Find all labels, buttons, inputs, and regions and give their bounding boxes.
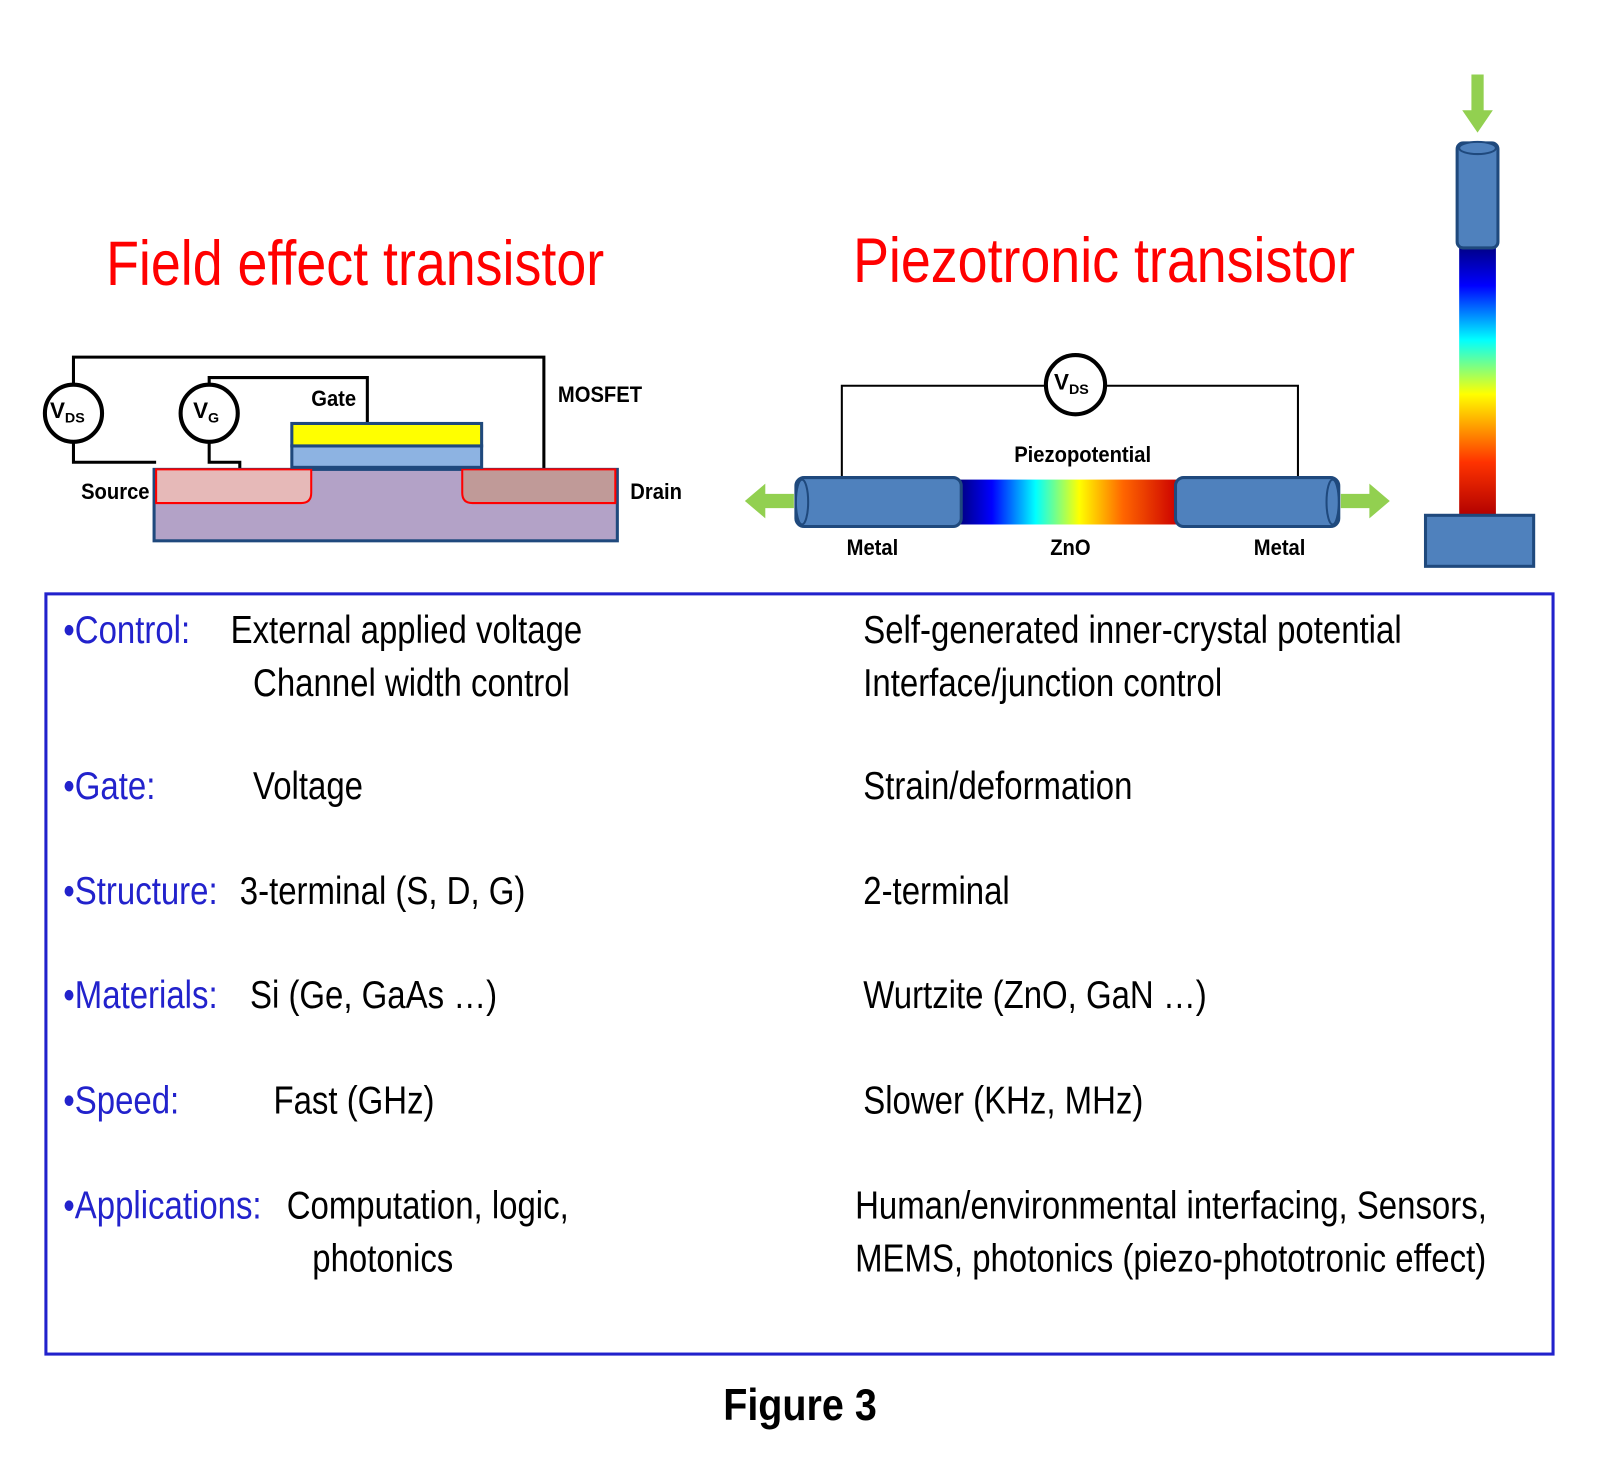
vg-sub: G [208, 410, 219, 426]
fet-text: Computation, logic, [287, 1183, 569, 1227]
drain-region [461, 468, 617, 505]
piezo-text: Human/environmental interfacing, Sensors… [855, 1183, 1487, 1227]
piezo-vds-label: VDS [1054, 370, 1089, 398]
zno-wire [959, 479, 1178, 525]
metal-left-label: Metal [847, 535, 899, 560]
piezo-text: Slower (KHz, MHz) [863, 1078, 1143, 1122]
vg-meter [178, 382, 240, 444]
zno-label: ZnO [1050, 535, 1090, 560]
fet-title: Field effect transistor [106, 229, 604, 299]
oxide [290, 444, 484, 469]
drain-label: Drain [630, 479, 682, 504]
fet-text: Channel width control [253, 660, 570, 704]
fet-text: Voltage [253, 763, 363, 807]
vertical-cap [1455, 141, 1500, 250]
source-label: Source [81, 479, 150, 504]
piezo-title: Piezotronic transistor [853, 226, 1355, 296]
gate-metal [290, 421, 484, 448]
row-label: •Gate: [63, 763, 155, 807]
fet-text: Fast (GHz) [273, 1078, 434, 1122]
piezo-text: Wurtzite (ZnO, GaN …) [863, 973, 1207, 1017]
metal-right [1173, 476, 1341, 529]
piezo-vds-meter [1043, 353, 1108, 417]
content: Field effect transistor Piezotronic tran… [42, 74, 1555, 1430]
piezo-vds-main: V [1054, 370, 1069, 395]
fet-text: External applied voltage [231, 607, 583, 651]
vds-sub: DS [65, 410, 85, 426]
piezo-text: Self-generated inner-crystal potential [863, 607, 1401, 651]
base [1423, 513, 1536, 568]
comparison-table: •Control: External applied voltage Channel… [63, 607, 1487, 1280]
fet-text: Si (Ge, GaAs …) [250, 973, 497, 1017]
fet-text: photonics [312, 1236, 453, 1280]
mosfet-label: MOSFET [558, 382, 642, 407]
row-label: •Materials: [63, 973, 217, 1017]
piezo-text: Interface/junction control [863, 660, 1222, 704]
arrow-down [1462, 74, 1493, 133]
vg-main: V [193, 398, 208, 423]
piezo-text: 2-terminal [863, 869, 1009, 913]
metal-right-label: Metal [1254, 535, 1306, 560]
arrow-right [1340, 483, 1390, 519]
vertical-wire [1459, 244, 1496, 517]
arrow-left [744, 483, 794, 519]
vds-main: V [50, 398, 65, 423]
metal-left-end [794, 478, 810, 526]
vg-label: VG [193, 398, 219, 426]
piezo-text: MEMS, photonics (piezo-phototronic effec… [855, 1236, 1486, 1280]
piezo-vds-sub: DS [1069, 382, 1089, 398]
source-region [155, 468, 313, 505]
row-label: •Speed: [63, 1078, 179, 1122]
gate-label: Gate [311, 386, 356, 411]
comparison-box [44, 592, 1555, 1356]
fet-wires [71, 355, 546, 470]
row-label: •Applications: [63, 1183, 261, 1227]
piezo-text: Strain/deformation [863, 763, 1132, 807]
metal-left [794, 476, 963, 529]
vds-label: VDS [50, 398, 85, 426]
caption: Figure 3 [723, 1380, 877, 1430]
row-label: •Control: [63, 607, 190, 651]
fet-text: 3-terminal (S, D, G) [240, 869, 526, 913]
row-label: •Structure: [63, 869, 217, 913]
metal-right-end [1325, 478, 1340, 526]
vertical-cap-top [1458, 140, 1497, 156]
vds-meter [42, 382, 105, 444]
piezopotential-label: Piezopotential [1014, 442, 1151, 467]
